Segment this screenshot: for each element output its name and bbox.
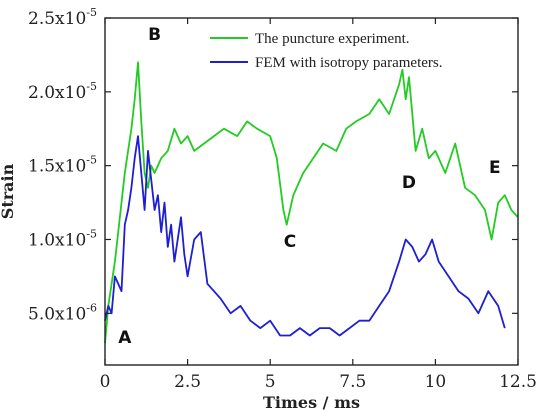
x-tick-label: 12.5 [499,372,537,392]
point-label-d: D [402,173,416,193]
point-label-c: C [284,232,296,252]
point-label-a: A [118,328,132,348]
y-tick-mantissa: 2.5x10 [28,9,86,29]
y-tick-label: 1.0x10-5 [28,227,97,250]
x-tick-label: 7.5 [339,372,366,392]
x-tick-label: 5 [265,372,276,392]
x-tick-label: 10 [425,372,447,392]
x-tick-label: 2.5 [174,372,201,392]
y-tick-mantissa: 1.0x10 [28,230,86,250]
y-tick-label: 1.5x10-5 [28,154,97,177]
y-tick-exponent: -5 [86,154,97,167]
x-tick-label: 0 [100,372,111,392]
y-tick-label: 5.0x10-6 [28,301,97,324]
x-axis-title: Times / ms [263,393,360,412]
y-tick-mantissa: 1.5x10 [28,157,86,177]
legend-label-fem: FEM with isotropy parameters. [255,55,442,71]
point-label-b: B [148,25,161,45]
y-axis-title: Strain [0,163,17,219]
y-tick-label: 2.5x10-5 [28,6,97,29]
y-tick-exponent: -5 [86,227,97,240]
fem-series-line [104,135,506,337]
experiment-series-line [104,61,519,343]
legend-label-experiment: The puncture experiment. [255,31,410,47]
y-tick-exponent: -5 [86,6,97,19]
y-tick-mantissa: 2.0x10 [28,83,86,103]
y-tick-mantissa: 5.0x10 [28,304,86,324]
y-tick-exponent: -6 [86,301,97,314]
y-tick-exponent: -5 [86,80,97,93]
plot-frame [104,17,519,366]
y-tick-label: 2.0x10-5 [28,80,97,103]
point-label-e: E [489,158,501,178]
